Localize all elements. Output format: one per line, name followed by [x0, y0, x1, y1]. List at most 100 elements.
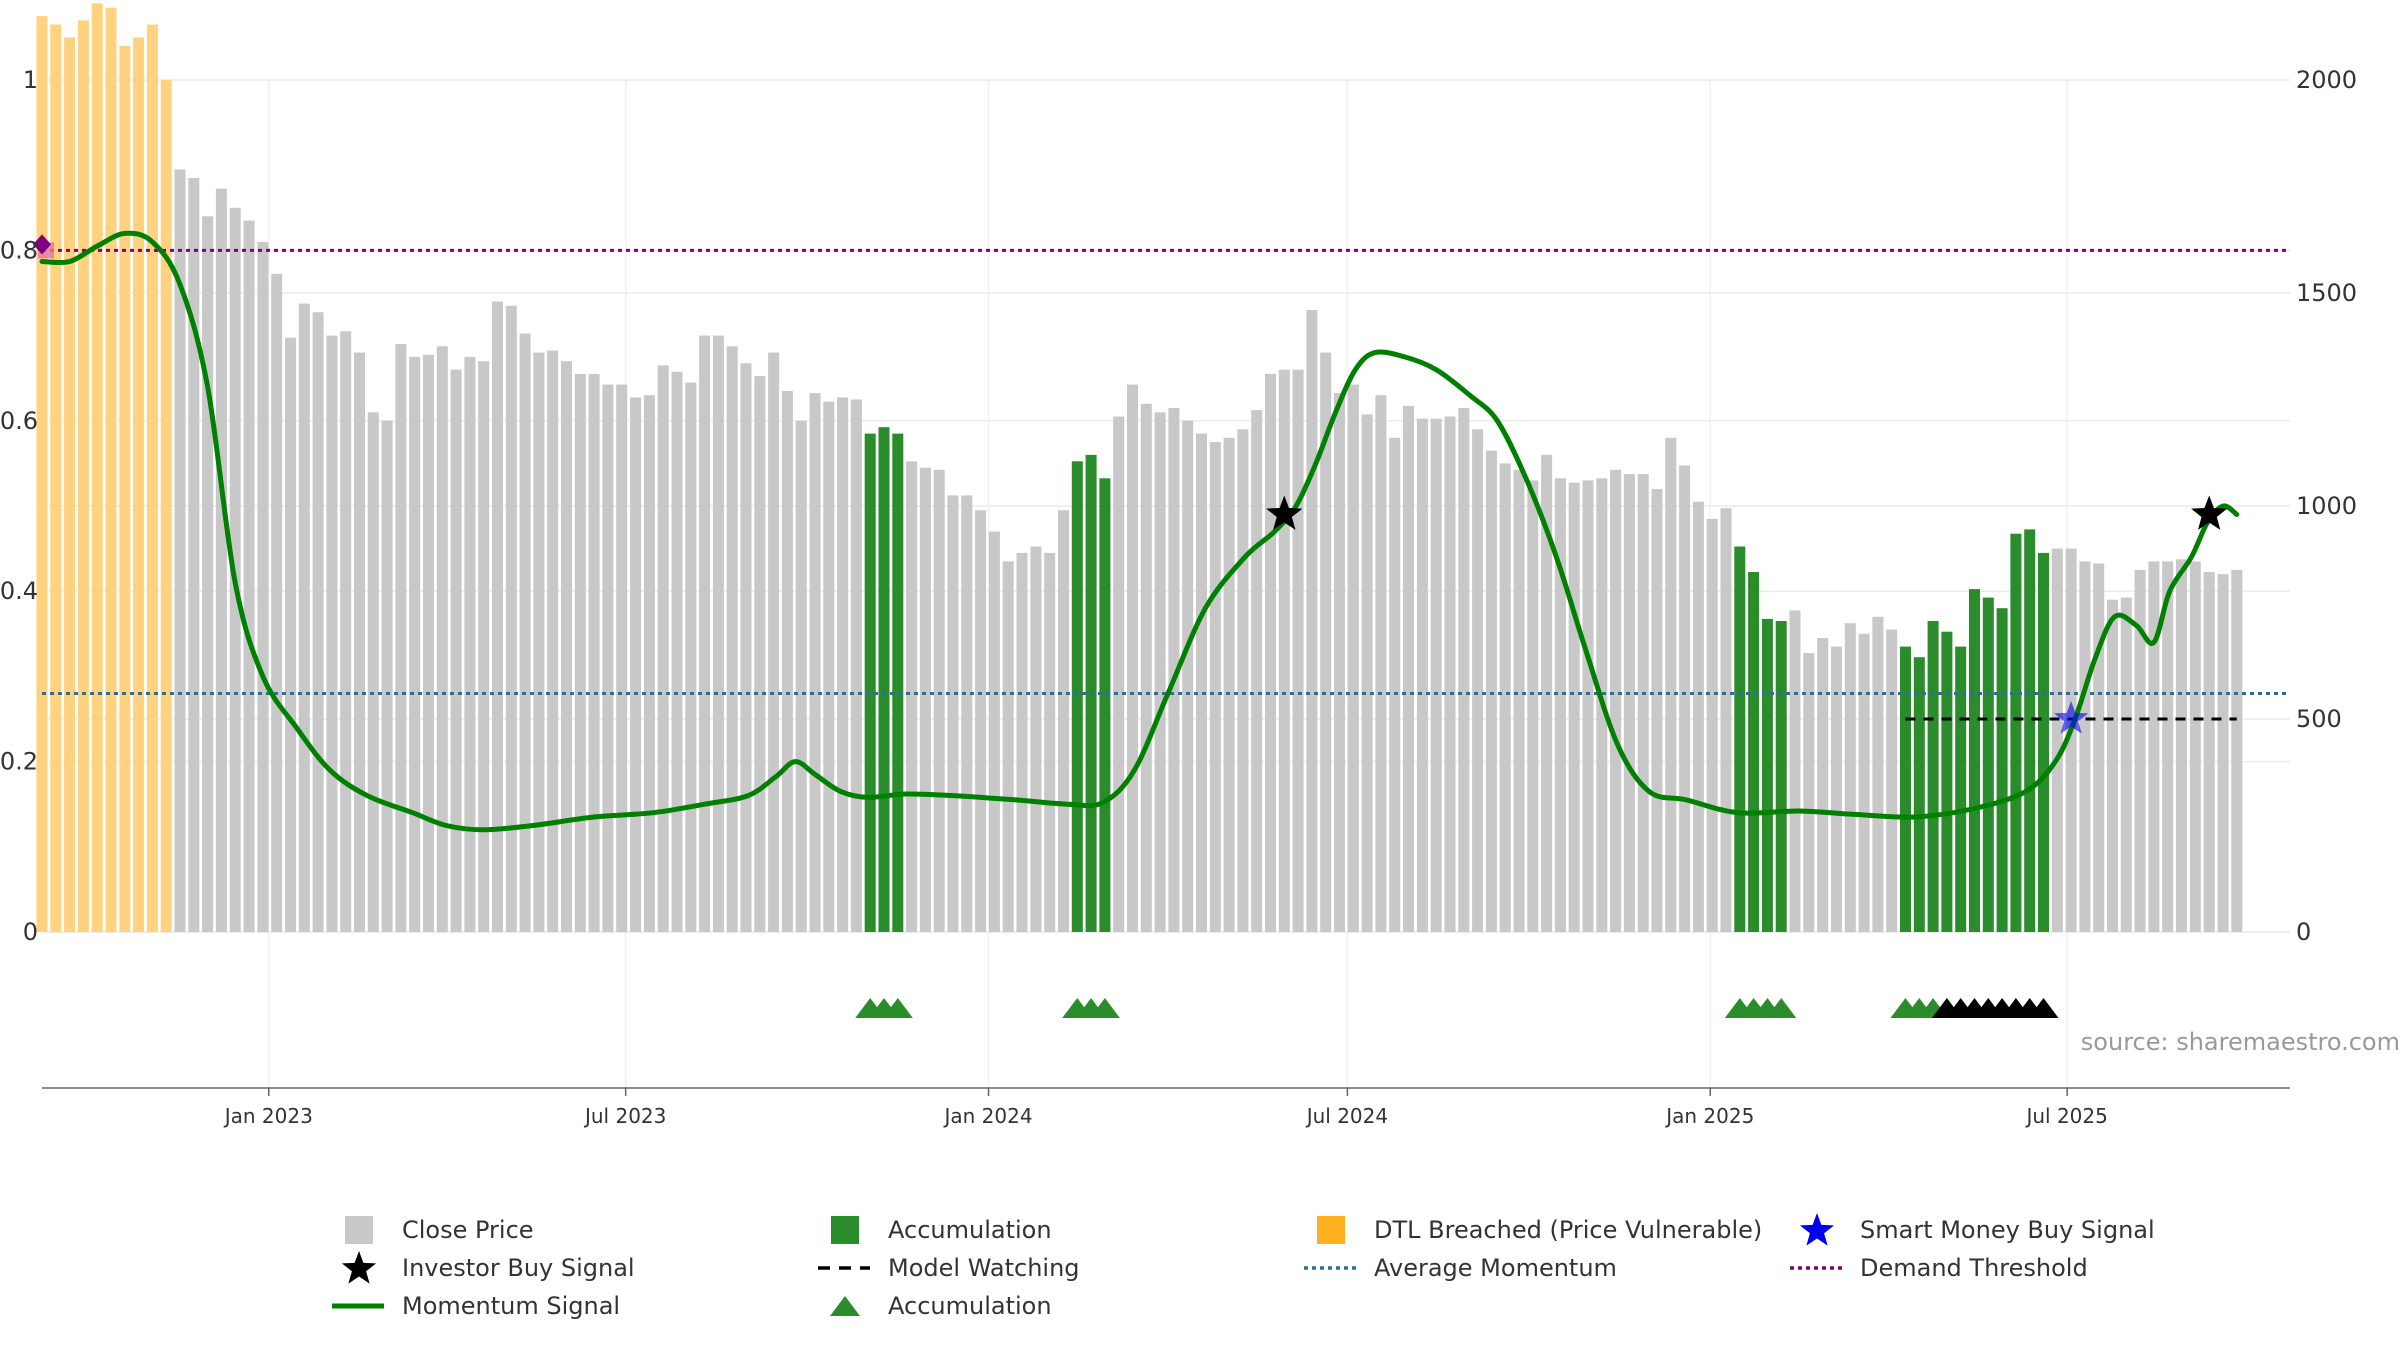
smart-money-star [2054, 701, 2089, 734]
price-bar [2107, 599, 2118, 932]
price-bar [1168, 408, 1180, 932]
price-bar [1444, 416, 1456, 932]
price-bar [381, 420, 393, 932]
price-bar [519, 333, 531, 932]
price-bar [533, 352, 545, 933]
price-bar [906, 461, 918, 932]
price-bar [1058, 510, 1069, 932]
price-bar [1044, 552, 1056, 932]
price-bar [174, 169, 186, 932]
accumulation-bar [2010, 533, 2022, 932]
accumulation-bar [2024, 529, 2036, 932]
price-bar [1623, 474, 1635, 932]
price-bar [367, 412, 379, 932]
legend-item-demand-threshold: Demand Threshold [1786, 1250, 2088, 1286]
accumulation-bar [1734, 546, 1746, 932]
legend-label: Investor Buy Signal [402, 1254, 635, 1282]
legend-label: Average Momentum [1374, 1254, 1617, 1282]
price-bar [547, 350, 559, 932]
price-bar [1430, 418, 1442, 932]
accumulation-bar [1071, 461, 1083, 932]
price-bar [1458, 408, 1470, 932]
source-label: source: sharemaestro.com [2081, 1028, 2400, 1056]
price-bar [1002, 561, 1014, 932]
left-tick-label: 1 [23, 66, 38, 94]
black-star-icon [328, 1250, 386, 1286]
price-bar [1485, 450, 1497, 932]
accumulation-bar [1941, 631, 1953, 932]
price-bar [1182, 420, 1194, 932]
price-bar [1886, 629, 1898, 932]
price-bar [202, 216, 214, 933]
price-bar [1375, 395, 1387, 932]
price-bar [685, 382, 697, 932]
price-bar [312, 312, 324, 932]
green-line-icon [328, 1288, 386, 1324]
purple-dotted-line-icon [1786, 1250, 1844, 1286]
price-bar [809, 393, 821, 933]
price-bar [215, 188, 227, 933]
price-bar [2051, 548, 2063, 932]
price-bar [602, 384, 614, 933]
price-bar [243, 220, 255, 933]
accumulation-triangle [1766, 998, 1797, 1018]
price-bar [1872, 616, 1884, 932]
price-bar [781, 391, 793, 932]
right-tick-label: 500 [2296, 705, 2342, 733]
blue-star-icon [1786, 1212, 1844, 1248]
price-bar [1127, 384, 1138, 933]
price-bar [1637, 474, 1649, 932]
dotted-line-icon [1300, 1250, 1358, 1286]
dtl-bar [160, 80, 172, 932]
price-bar [1817, 638, 1829, 932]
green-square-icon [814, 1212, 872, 1248]
price-bar [1265, 373, 1276, 932]
price-bar [1292, 369, 1304, 932]
accumulation-bar [1913, 657, 1925, 932]
legend-item-average-momentum: Average Momentum [1300, 1250, 1617, 1286]
price-bar [492, 301, 503, 932]
axes: Jan 2023 Jul 2023 Jan 2024 Jul 2024 Jan 2025… [0, 66, 2357, 1128]
dtl-bar [64, 37, 76, 932]
accumulation-triangle [1089, 998, 1120, 1018]
legend-item-momentum: Momentum Signal [328, 1288, 620, 1324]
price-bar [1582, 480, 1594, 932]
price-bar [975, 510, 987, 932]
left-tick-label: 0.4 [0, 577, 38, 605]
price-bar [1389, 437, 1401, 932]
orange-square-icon [1300, 1212, 1358, 1248]
price-bar [188, 178, 200, 932]
price-bar [464, 356, 476, 932]
legend-item-accumulation-bar: Accumulation [814, 1212, 1052, 1248]
price-bar [850, 399, 862, 932]
price-bar [1499, 463, 1511, 932]
watch-triangle [2028, 998, 2059, 1018]
accumulation-bar [1900, 646, 1911, 932]
price-bar [1196, 433, 1207, 932]
price-bar [1472, 429, 1484, 932]
price-bar [2079, 561, 2091, 932]
price-bar [795, 420, 807, 932]
price-bar [1251, 410, 1263, 933]
dtl-bar [91, 3, 103, 933]
accumulation-bar [1969, 589, 1980, 932]
price-bar [699, 335, 711, 933]
right-tick-label: 1000 [2296, 492, 2357, 520]
price-bar [837, 397, 849, 932]
reference-lines [42, 248, 2290, 721]
legend-item-accumulation-triangle: Accumulation [814, 1288, 1052, 1324]
price-bar [1803, 653, 1815, 932]
accumulation-bar [1775, 621, 1787, 932]
x-tick-label: Jul 2023 [583, 1104, 666, 1128]
price-bar [657, 365, 669, 932]
legend-item-close-price: Close Price [328, 1212, 534, 1248]
price-bar [1610, 469, 1622, 932]
price-bar [340, 331, 352, 932]
dtl-flag-diamond [33, 234, 51, 255]
legend-item-dtl-breached: DTL Breached (Price Vulnerable) [1300, 1212, 1762, 1248]
price-bars [36, 3, 2243, 933]
price-bar [1679, 465, 1691, 932]
price-bar [2093, 563, 2105, 932]
price-bar [1278, 369, 1290, 932]
